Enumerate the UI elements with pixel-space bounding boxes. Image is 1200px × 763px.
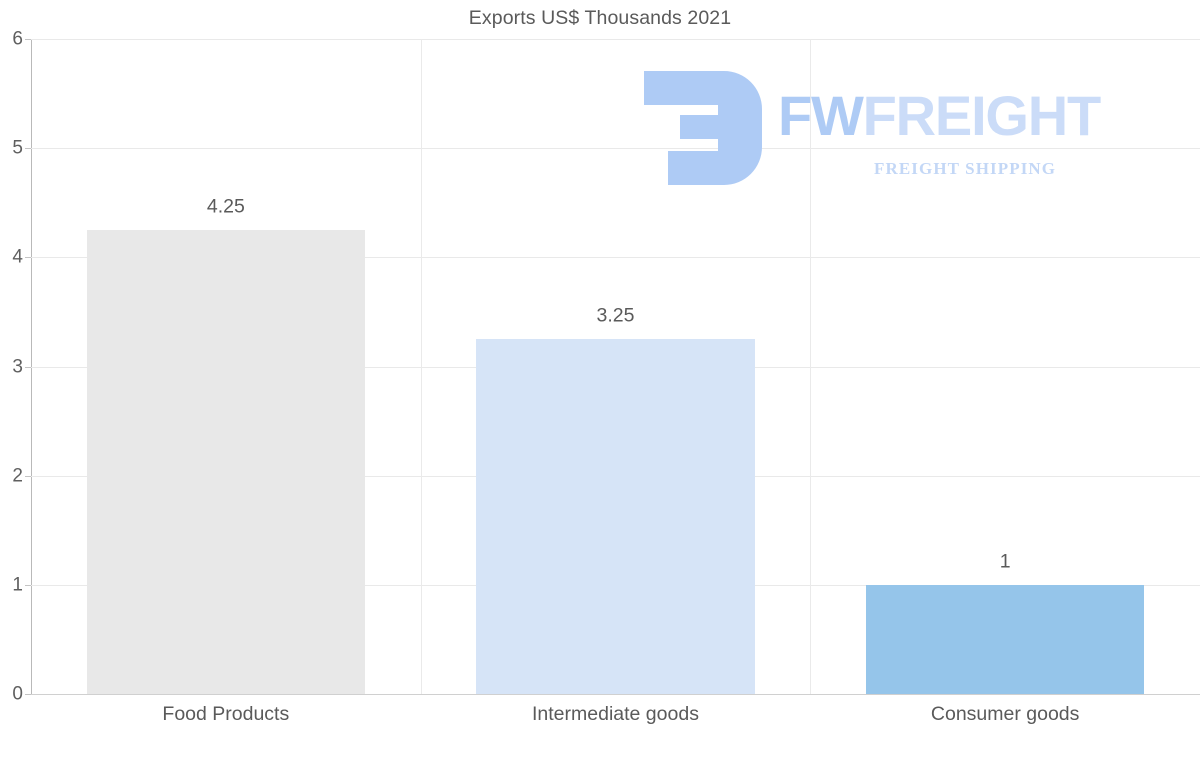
y-axis-tick-label: 0 [12,683,23,705]
y-axis-tick-label: 1 [12,574,23,596]
y-axis-tick-label: 4 [12,246,23,268]
y-axis-tick [25,257,31,259]
y-axis-tick [25,148,31,150]
x-axis-category-labels: Food Products Intermediate goods Consumer … [31,703,1200,743]
bar-value-label: 3.25 [596,304,635,327]
x-axis-label-intermediate-goods: Intermediate goods [532,703,699,725]
gridline-horizontal [31,694,1200,695]
bar-intermediate-goods[interactable] [476,339,755,694]
y-axis-tick [25,694,31,695]
y-axis-tick-label: 3 [12,356,23,377]
gridline-horizontal [31,148,1200,150]
bar-value-label: 4.25 [206,195,245,218]
gridline-horizontal [31,39,1200,40]
chart-title: Exports US$ Thousands 2021 [468,7,732,29]
y-axis-tick-label: 2 [12,465,23,487]
y-axis-tick-label: 6 [12,28,23,50]
bar-value-label: 1 [999,550,1011,573]
bar-food-products[interactable] [86,230,366,694]
y-axis-tick-labels: 0 1 2 3 4 5 6 [0,30,23,704]
y-axis-tick-label: 5 [12,137,23,159]
y-axis-tick [25,584,31,586]
gridline-vertical [810,39,811,694]
y-axis-tick [25,39,31,40]
plot-area: 4.25 3.25 1 [25,39,1200,695]
bar-consumer-goods[interactable] [865,584,1145,694]
y-axis-tick [25,366,31,368]
x-axis-label-consumer-goods: Consumer goods [930,703,1080,725]
gridline-horizontal [31,257,1200,259]
gridline-vertical [421,39,422,694]
y-axis-tick [25,475,31,477]
x-axis-label-food-products: Food Products [162,703,290,725]
